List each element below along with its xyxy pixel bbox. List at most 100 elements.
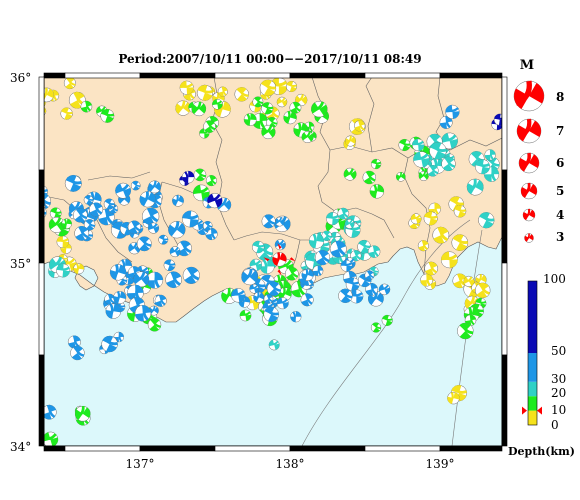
earthquake-beachball <box>326 212 340 226</box>
earthquake-beachball <box>440 251 458 269</box>
earthquake-beachball <box>268 339 280 351</box>
depth-tick-50: 50 <box>551 344 566 358</box>
depth-band <box>528 410 537 425</box>
earthquake-beachball <box>445 104 460 120</box>
depth-tick-30: 30 <box>551 372 566 386</box>
earthquake-beachball <box>261 214 276 229</box>
earthquake-beachball <box>398 138 411 152</box>
magnitude-legend-ball <box>524 233 534 243</box>
mag-label-4: 4 <box>556 208 564 222</box>
lat-tick-34: 34° <box>10 440 31 454</box>
earthquake-beachball <box>142 207 160 225</box>
earthquake-beachball <box>441 156 456 172</box>
earthquake-events <box>22 77 502 446</box>
earthquake-beachball <box>205 175 217 187</box>
earthquake-beachball <box>314 250 331 266</box>
earthquake-beachball <box>321 230 332 242</box>
earthquake-beachball <box>484 149 496 161</box>
mag-label-5: 5 <box>556 184 564 198</box>
map-body <box>22 77 502 446</box>
earthquake-beachball <box>202 221 213 231</box>
earthquake-beachball <box>56 235 69 249</box>
earthquake-beachball <box>424 261 439 276</box>
earthquake-beachball <box>263 306 279 322</box>
earthquake-beachball <box>217 86 228 97</box>
earthquake-beachball <box>158 234 169 245</box>
earthquake-beachball <box>98 208 115 226</box>
depth-color-scale: 100 50 30 20 10 0 Depth(km) <box>508 272 575 458</box>
earthquake-beachball <box>127 220 141 234</box>
magnitude-legend-ball <box>522 208 536 222</box>
earthquake-beachball <box>301 268 314 281</box>
depth-band <box>528 396 537 411</box>
mag-label-3: 3 <box>556 230 564 244</box>
earthquake-beachball <box>100 109 115 123</box>
earthquake-beachball <box>367 245 381 258</box>
earthquake-beachball <box>239 309 252 322</box>
earthquake-beachball <box>453 205 467 218</box>
earthquake-beachball <box>44 193 52 210</box>
earthquake-beachball <box>413 151 430 168</box>
earthquake-beachball <box>109 264 127 281</box>
earthquake-beachball <box>172 194 184 207</box>
earthquake-beachball <box>165 271 182 289</box>
earthquake-beachball <box>381 314 393 326</box>
trench-line <box>301 219 471 446</box>
earthquake-beachball <box>263 294 274 304</box>
earthquake-beachball <box>350 250 362 262</box>
mainshock-pointer <box>277 243 282 250</box>
earthquake-beachball <box>207 193 223 209</box>
earthquake-beachball <box>418 170 429 182</box>
earthquake-beachball <box>44 404 57 420</box>
earthquake-beachball <box>181 210 199 228</box>
lon-tick-139: 139° <box>426 457 455 471</box>
earthquake-beachball <box>249 258 262 271</box>
earthquake-beachball <box>70 345 85 361</box>
earthquake-beachball <box>60 107 73 120</box>
earthquake-beachball <box>276 297 289 310</box>
trench-line <box>451 229 483 446</box>
earthquake-beachball <box>83 219 96 231</box>
earthquake-beachball <box>252 240 265 254</box>
earthquake-beachball <box>193 184 210 202</box>
depth-tick-20: 20 <box>551 386 566 400</box>
earthquake-beachball <box>420 273 434 287</box>
earthquake-beachball <box>464 314 477 326</box>
lat-tick-36: 36° <box>10 71 31 85</box>
earthquake-beachball <box>191 101 207 117</box>
magnitude-legend: M 8 7 6 5 4 3 <box>513 58 564 244</box>
earthquake-beachball <box>295 93 308 107</box>
mainshock-pointer <box>263 257 270 262</box>
earthquake-beachball <box>300 293 314 307</box>
earthquake-beachball <box>354 120 366 132</box>
earthquake-beachball <box>308 233 325 249</box>
earthquake-beachball <box>181 170 195 184</box>
map-frame <box>38 72 508 452</box>
earthquake-beachball <box>231 288 246 303</box>
earthquake-beachball <box>147 318 162 332</box>
depth-marker <box>522 406 542 415</box>
earthquake-beachball <box>338 288 353 303</box>
earthquake-beachball <box>134 305 152 322</box>
boundary-line <box>365 77 375 153</box>
earthquake-beachball <box>22 416 34 428</box>
earthquake-beachball <box>478 212 495 229</box>
depth-tick-100: 100 <box>543 272 566 286</box>
earthquake-beachball <box>193 168 207 182</box>
earthquake-beachball <box>25 399 37 411</box>
earthquake-beachball <box>463 275 475 287</box>
earthquake-beachball <box>429 142 447 160</box>
mag-label-7: 7 <box>556 124 564 138</box>
mainshock-pointer <box>277 269 282 276</box>
earthquake-beachball <box>44 204 47 220</box>
earthquake-beachball <box>378 283 391 296</box>
mainshock-beachball <box>272 252 287 267</box>
earthquake-beachball <box>261 124 276 140</box>
earthquake-beachball <box>364 270 375 281</box>
earthquake-beachball <box>412 138 425 152</box>
map-title: Period:2007/10/11 00:00−−2017/10/11 08:4… <box>118 52 422 66</box>
earthquake-beachball <box>329 240 347 258</box>
earthquake-beachball <box>133 271 150 288</box>
earthquake-beachball <box>362 170 376 185</box>
